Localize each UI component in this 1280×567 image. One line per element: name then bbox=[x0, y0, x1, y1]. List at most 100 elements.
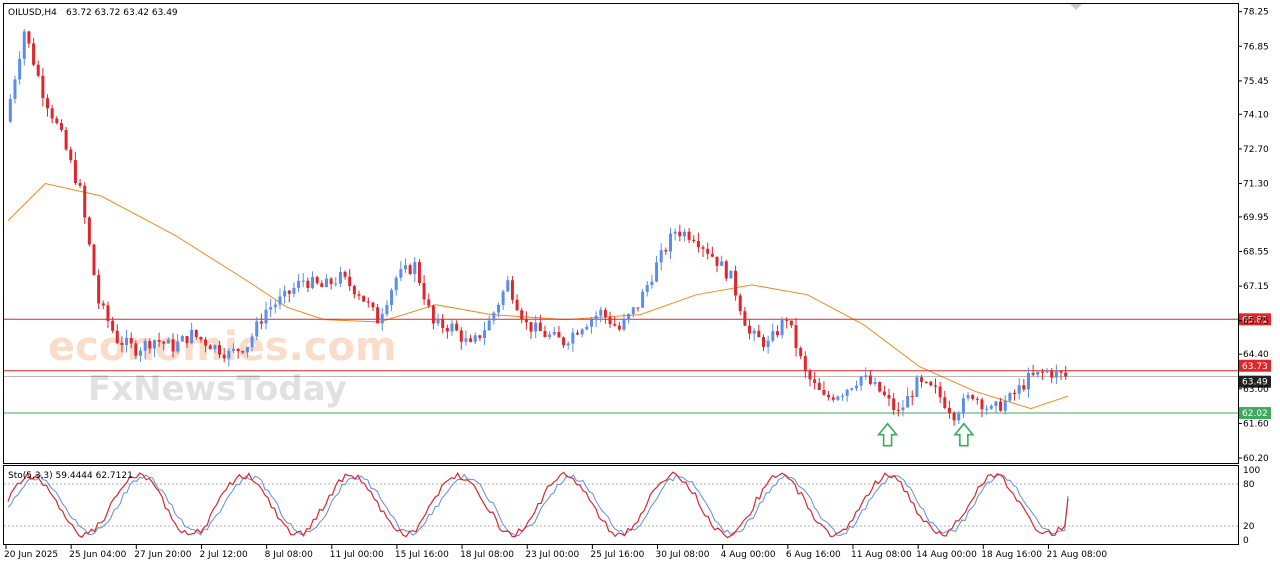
candle-bearish bbox=[408, 265, 412, 274]
candle-bearish bbox=[320, 283, 324, 288]
candle-bearish bbox=[975, 398, 979, 400]
x-tick-label: 4 Aug 00:00 bbox=[721, 550, 776, 560]
candle-bullish bbox=[264, 309, 268, 324]
candle-bearish bbox=[259, 321, 263, 324]
candle-bullish bbox=[166, 339, 170, 344]
x-tick-label: 27 Jun 20:00 bbox=[134, 550, 191, 560]
price-level-tag bbox=[1239, 407, 1271, 420]
candle-bearish bbox=[929, 381, 933, 386]
candle-bullish bbox=[580, 329, 584, 335]
candle-bearish bbox=[194, 329, 198, 337]
candle-bullish bbox=[659, 250, 663, 263]
candle-bullish bbox=[255, 321, 259, 337]
candle-bearish bbox=[50, 108, 54, 119]
collapse-corner-icon[interactable] bbox=[1070, 4, 1082, 10]
price-level-label: 63.49 bbox=[1242, 378, 1268, 388]
stochastic-label: Sto(5,3,3) 59.4444 62.7121 bbox=[8, 471, 133, 481]
candle-bearish bbox=[431, 305, 435, 324]
candle-bullish bbox=[1036, 371, 1040, 375]
price-level-label: 65.81 bbox=[1242, 315, 1268, 325]
candle-bearish bbox=[46, 98, 50, 109]
candle-bearish bbox=[27, 31, 31, 44]
candle-bearish bbox=[952, 412, 956, 421]
candle-bullish bbox=[850, 388, 854, 390]
candle-bullish bbox=[273, 304, 277, 308]
watermark-fxnewstoday: FxNewsToday bbox=[88, 369, 347, 409]
candle-bullish bbox=[292, 287, 296, 294]
candle-bullish bbox=[1017, 385, 1021, 394]
x-tick-label: 15 Jul 16:00 bbox=[395, 550, 449, 560]
x-tick-label: 14 Aug 00:00 bbox=[916, 550, 977, 560]
candle-bearish bbox=[678, 231, 682, 237]
candle-bearish bbox=[971, 395, 975, 399]
candle-bullish bbox=[585, 326, 589, 330]
candle-bullish bbox=[176, 341, 180, 352]
candle-bearish bbox=[69, 149, 73, 161]
candle-bullish bbox=[152, 340, 156, 349]
candle-bearish bbox=[236, 348, 240, 352]
candle-bullish bbox=[669, 233, 672, 252]
candle-bearish bbox=[1040, 371, 1044, 373]
candle-bullish bbox=[250, 336, 254, 347]
x-tick-label: 8 Jul 08:00 bbox=[265, 550, 314, 560]
candle-bearish bbox=[892, 398, 896, 410]
candle-bearish bbox=[924, 381, 928, 383]
candle-bullish bbox=[311, 277, 315, 288]
candle-bearish bbox=[148, 341, 152, 349]
candle-bullish bbox=[627, 313, 631, 320]
candle-bullish bbox=[1026, 373, 1030, 390]
candle-bearish bbox=[938, 386, 942, 398]
y-tick-label: 75.45 bbox=[1243, 77, 1269, 87]
x-tick-label: 18 Aug 16:00 bbox=[981, 550, 1042, 560]
x-tick-label: 21 Aug 08:00 bbox=[1046, 550, 1107, 560]
candle-bearish bbox=[910, 395, 914, 397]
candle-bullish bbox=[841, 395, 845, 397]
candle-bullish bbox=[631, 307, 635, 314]
candle-bearish bbox=[315, 277, 319, 284]
candle-bullish bbox=[599, 309, 603, 316]
candle-bearish bbox=[785, 319, 789, 321]
candle-bearish bbox=[999, 401, 1003, 411]
candle-bearish bbox=[748, 325, 752, 334]
candle-bearish bbox=[115, 330, 119, 343]
candle-bearish bbox=[362, 295, 366, 302]
candle-bearish bbox=[636, 307, 640, 309]
watermark: economies.com FxNewsToday bbox=[48, 324, 397, 409]
candle-bearish bbox=[706, 248, 710, 254]
y-tick-label: 64.40 bbox=[1243, 350, 1269, 360]
y-tick-label: 78.25 bbox=[1243, 8, 1269, 18]
candle-bullish bbox=[1045, 370, 1049, 373]
candle-bearish bbox=[831, 397, 835, 400]
candle-bullish bbox=[487, 320, 491, 331]
candle-bearish bbox=[1050, 370, 1054, 378]
candle-bearish bbox=[306, 280, 310, 288]
candle-bullish bbox=[854, 385, 858, 389]
candle-bearish bbox=[524, 319, 528, 323]
candle-bullish bbox=[125, 337, 129, 345]
y-tick-label: 72.70 bbox=[1243, 145, 1269, 155]
candle-bullish bbox=[464, 338, 468, 342]
candle-bullish bbox=[534, 322, 538, 332]
candle-bearish bbox=[576, 332, 580, 335]
stoch-tick-label: 0 bbox=[1243, 536, 1249, 546]
candle-bearish bbox=[724, 261, 728, 279]
candle-bullish bbox=[404, 265, 407, 270]
candle-bullish bbox=[645, 284, 649, 292]
candle-bearish bbox=[538, 322, 542, 331]
candle-bullish bbox=[650, 281, 654, 285]
candle-bearish bbox=[92, 244, 96, 276]
x-tick-label: 11 Aug 08:00 bbox=[851, 550, 912, 560]
candle-bullish bbox=[190, 329, 194, 344]
y-tick-label: 65.75 bbox=[1243, 317, 1269, 327]
candle-bearish bbox=[352, 286, 356, 295]
candle-bearish bbox=[427, 299, 431, 306]
candle-bearish bbox=[1064, 372, 1068, 377]
candle-bearish bbox=[920, 377, 924, 382]
candle-bearish bbox=[120, 342, 124, 345]
candle-bullish bbox=[915, 377, 919, 397]
y-tick-label: 74.10 bbox=[1243, 110, 1269, 120]
candle-bearish bbox=[469, 338, 473, 342]
candle-bullish bbox=[506, 280, 510, 292]
candle-bullish bbox=[245, 346, 249, 353]
candle-bearish bbox=[162, 341, 166, 344]
